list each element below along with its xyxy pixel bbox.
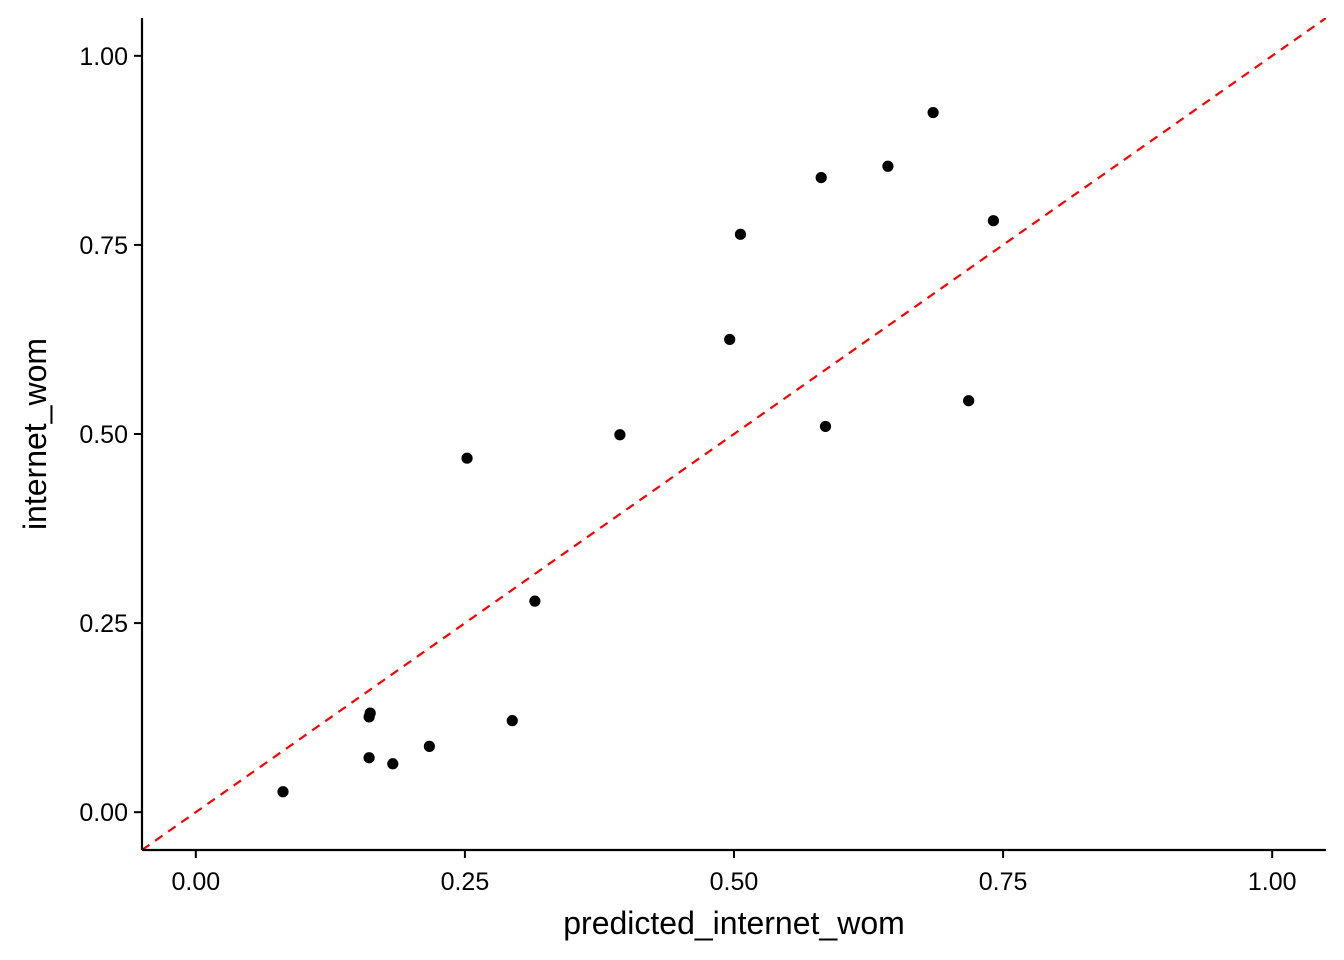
x-tick-label-4: 1.00: [1248, 868, 1297, 896]
y-axis-title: internet_wom: [17, 338, 53, 530]
y-tick-label-1: 0.25: [79, 610, 128, 638]
data-point-7: [506, 715, 518, 727]
x-tick-label-2: 0.50: [710, 868, 759, 896]
x-tick-label-0: 0.00: [171, 868, 220, 896]
x-axis-title: predicted_internet_wom: [563, 905, 905, 941]
data-point-14: [882, 160, 894, 172]
data-point-13: [819, 420, 832, 433]
y-ticks: 0.00 0.25 0.50 0.75 1.00: [79, 43, 142, 827]
y-tick-label-0: 0.00: [79, 799, 128, 827]
points-layer: [277, 106, 1000, 798]
reference-line: [142, 18, 1326, 850]
data-point-11: [734, 228, 747, 240]
data-point-10: [724, 333, 736, 346]
data-point-12: [815, 171, 827, 184]
x-tick-label-1: 0.25: [441, 868, 490, 896]
data-point-4: [387, 758, 399, 770]
y-tick-label-2: 0.50: [79, 421, 128, 449]
data-point-9: [614, 429, 626, 441]
data-point-0: [277, 786, 289, 798]
data-point-1: [363, 752, 375, 764]
data-point-8: [529, 595, 541, 607]
x-ticks: 0.00 0.25 0.50 0.75 1.00: [171, 850, 1297, 896]
data-point-15: [927, 106, 939, 119]
data-point-5: [423, 740, 435, 752]
data-point-16: [963, 395, 975, 407]
y-tick-label-4: 1.00: [79, 43, 128, 71]
data-point-6: [461, 452, 473, 464]
data-point-17: [987, 215, 1000, 227]
x-tick-label-3: 0.75: [979, 868, 1028, 896]
y-tick-label-3: 0.75: [79, 232, 128, 260]
data-point-3: [364, 707, 376, 719]
reference-line-layer: [142, 18, 1326, 850]
